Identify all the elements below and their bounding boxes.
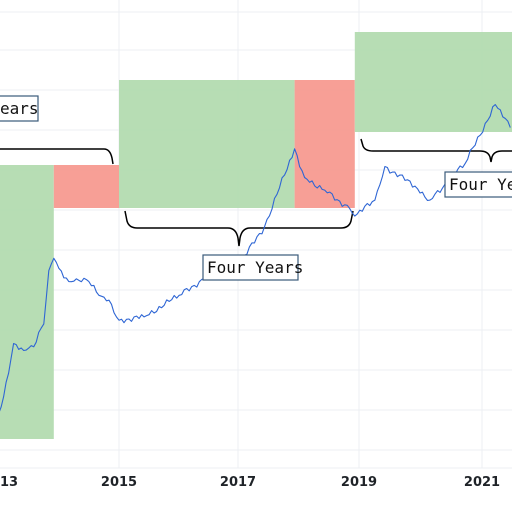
- x-tick-label: 2017: [220, 475, 256, 490]
- x-tick-label: 2021: [464, 475, 500, 490]
- bull-zone: [354, 32, 512, 132]
- cycle-brackets: [0, 138, 512, 247]
- cycle-zones: [0, 32, 512, 439]
- x-tick-label: 13: [0, 475, 18, 490]
- x-tick-label: 2019: [341, 475, 377, 490]
- annotation-label: ears: [0, 99, 39, 118]
- annotation-box: [444, 171, 512, 198]
- annotation-cycle-3: Four Yea: [444, 171, 512, 198]
- annotation-cycle-1: ears: [0, 95, 39, 122]
- annotation-label: Four Years: [207, 258, 303, 277]
- bracket-cycle-2: [124, 210, 354, 247]
- price-series: [0, 104, 511, 412]
- bear-zone: [294, 80, 355, 208]
- bracket-cycle-3: [360, 138, 512, 163]
- bull-zone: [119, 80, 295, 208]
- x-tick-label: 2015: [101, 475, 137, 490]
- bull-zone: [0, 165, 54, 439]
- price-line: [0, 104, 511, 412]
- annotation-cycle-2: Four Years: [202, 254, 303, 281]
- annotation-label: Four Yea: [449, 175, 512, 194]
- x-axis: 13 2015 2017 2019 2021: [0, 475, 500, 490]
- bear-zone: [53, 165, 119, 208]
- bracket-cycle-1: [0, 148, 114, 165]
- annotations: ears Four Years Four Yea: [0, 95, 512, 281]
- annotation-box: [0, 95, 39, 122]
- annotation-box: [202, 254, 299, 281]
- grid: [0, 0, 512, 469]
